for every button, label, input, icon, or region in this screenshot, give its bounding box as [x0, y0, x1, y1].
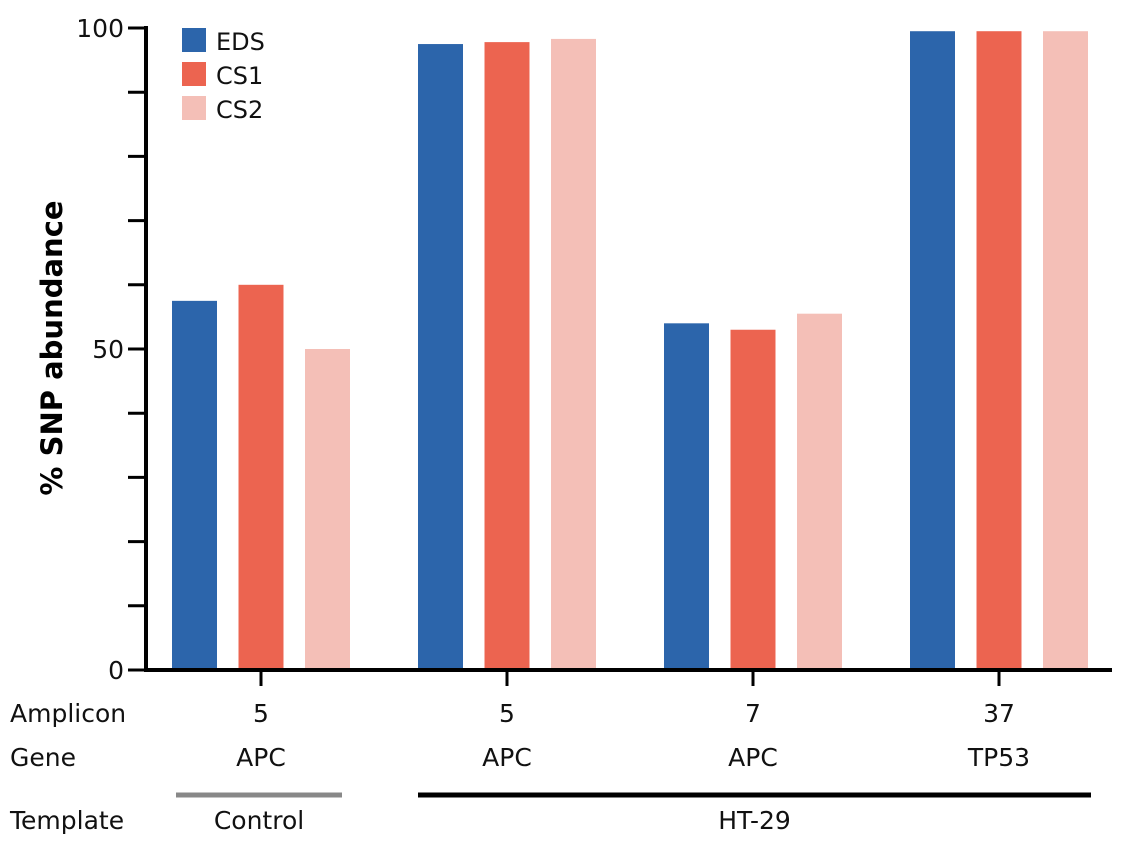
legend-label-eds: EDS	[216, 28, 265, 56]
bar-cs2-group-3	[797, 313, 842, 670]
y-tick-label-0: 0	[108, 656, 124, 685]
legend-swatch-cs2	[182, 96, 206, 120]
gene-label-group-1: APC	[236, 743, 286, 772]
amplicon-label-group-4: 37	[983, 699, 1015, 728]
bar-eds-group-3	[664, 323, 709, 670]
row-label-gene: Gene	[10, 743, 76, 772]
bar-eds-group-4	[910, 31, 955, 670]
bar-cs2-group-4	[1043, 31, 1088, 670]
bar-cs1-group-1	[238, 284, 284, 670]
category-table: Amplicon Gene Template 5 APC 5 APC 7 APC 37 TP53 Co…	[9, 699, 1091, 835]
legend-swatch-eds	[182, 28, 206, 52]
bar-eds-group-1	[172, 300, 217, 670]
bar-cs1-group-4	[976, 31, 1022, 670]
bars-layer	[172, 31, 1088, 671]
y-axis-label: % SNP abundance	[35, 200, 69, 495]
template-label-ht-29: HT-29	[718, 806, 791, 835]
row-label-amplicon: Amplicon	[10, 699, 126, 728]
y-tick-label-50: 50	[92, 335, 124, 364]
bar-cs2-group-1	[305, 349, 350, 670]
gene-label-group-3: APC	[728, 743, 778, 772]
bar-cs2-group-2	[551, 38, 596, 670]
amplicon-label-group-2: 5	[499, 699, 515, 728]
amplicon-label-group-1: 5	[253, 699, 269, 728]
gene-label-group-2: APC	[482, 743, 532, 772]
row-label-template: Template	[9, 806, 124, 835]
y-tick-label-100: 100	[76, 14, 124, 43]
legend: EDS CS1 CS2	[182, 28, 265, 124]
gene-label-group-4: TP53	[967, 743, 1030, 772]
bar-cs1-group-3	[730, 329, 776, 670]
bar-eds-group-2	[418, 44, 463, 671]
bar-cs1-group-2	[484, 42, 530, 670]
legend-swatch-cs1	[182, 62, 206, 86]
legend-label-cs2: CS2	[216, 96, 263, 124]
legend-label-cs1: CS1	[216, 62, 263, 90]
amplicon-label-group-3: 7	[745, 699, 761, 728]
template-label-control: Control	[214, 806, 304, 835]
axes-layer: 0 50 100	[76, 14, 1112, 686]
